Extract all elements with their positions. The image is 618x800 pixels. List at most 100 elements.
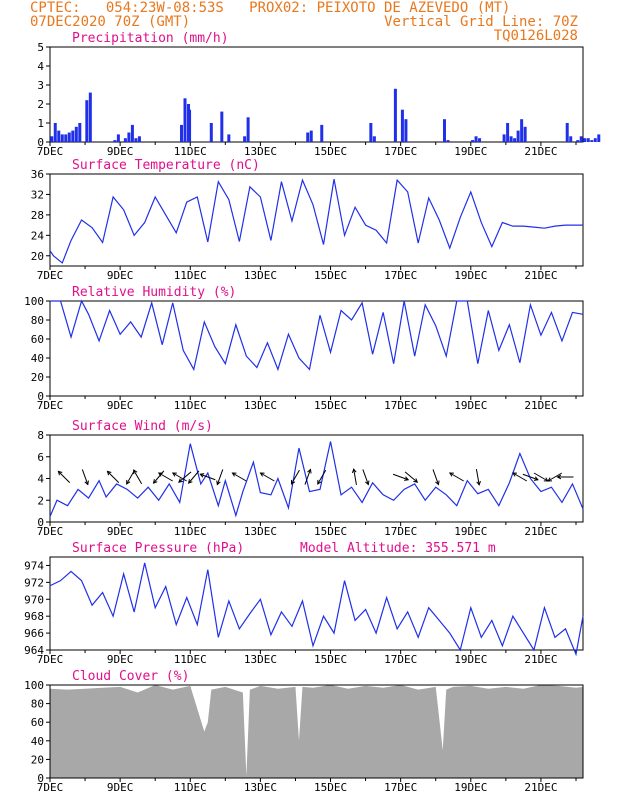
x-tick-label: 17DEC — [384, 525, 417, 538]
precip-bar — [369, 123, 373, 142]
wind-arrow-shaft — [533, 472, 549, 482]
wind-arrow-head — [533, 476, 539, 481]
panel-title: Cloud Cover (%) — [72, 669, 189, 684]
precip-bar — [309, 130, 313, 142]
y-tick-label: 2 — [37, 494, 44, 507]
precip-bar — [78, 123, 82, 142]
panel-frame — [49, 46, 584, 143]
precip-bar — [246, 117, 250, 142]
wind-arrow-shaft — [232, 472, 247, 482]
y-tick-label: 20 — [31, 250, 44, 263]
y-tick-label: 3 — [37, 79, 44, 92]
x-tick-label: 7DEC — [37, 525, 64, 538]
y-tick-label: 0 — [37, 136, 44, 149]
x-tick-label: 21DEC — [524, 525, 557, 538]
precip-bar — [506, 123, 510, 142]
x-tick-label: 9DEC — [107, 145, 134, 158]
y-tick-label: 5 — [37, 41, 44, 54]
wind-arrow-head — [216, 480, 221, 486]
precip-bar — [306, 132, 310, 142]
y-tick-label: 28 — [31, 209, 44, 222]
precip-bar — [113, 140, 117, 142]
precip-bar — [516, 130, 520, 142]
precip-bar — [502, 134, 506, 142]
x-tick-label: 15DEC — [314, 399, 347, 412]
wind-arrow-shaft — [362, 469, 369, 485]
x-tick-label: 17DEC — [384, 269, 417, 282]
x-tick-label: 7DEC — [37, 781, 64, 794]
panel-1 — [46, 173, 584, 270]
wind-arrow-head — [178, 478, 183, 483]
wind-arrow-shaft — [304, 469, 311, 485]
y-tick-label: 24 — [31, 229, 45, 242]
wind-arrow-head — [133, 469, 138, 475]
wind-arrow-head — [231, 472, 237, 477]
x-tick-label: 17DEC — [384, 781, 417, 794]
precip-bar — [586, 138, 590, 142]
y-tick-label: 6 — [37, 451, 44, 464]
precip-bar — [188, 109, 192, 142]
wind-arrow-shaft — [260, 472, 275, 482]
y-tick-label: 80 — [31, 314, 44, 327]
wind-arrow-head — [152, 479, 158, 484]
precip-bar — [123, 138, 127, 142]
y-tick-label: 970 — [24, 593, 44, 606]
precip-bar — [400, 109, 404, 142]
y-tick-label: 100 — [24, 679, 44, 692]
y-tick-label: 964 — [24, 644, 44, 657]
x-tick-label: 21DEC — [524, 653, 557, 666]
wind-arrow-head — [317, 479, 322, 485]
x-tick-label: 19DEC — [454, 145, 487, 158]
wind-arrow-shaft — [158, 472, 173, 482]
x-tick-label: 7DEC — [37, 399, 64, 412]
precip-bar — [509, 136, 513, 142]
precip-bar — [569, 136, 573, 142]
precip-bar — [179, 124, 183, 142]
header-line2-right: Vertical Grid Line: 70Z — [384, 14, 578, 30]
precip-bar — [88, 92, 92, 142]
wind-arrow-shaft — [58, 470, 71, 484]
precip-bar — [474, 136, 478, 142]
x-tick-label: 21DEC — [524, 269, 557, 282]
y-tick-label: 20 — [31, 753, 44, 766]
panel-4 — [46, 556, 584, 657]
x-tick-label: 9DEC — [107, 525, 134, 538]
y-tick-label: 968 — [24, 610, 44, 623]
wind-arrow-shaft — [547, 472, 563, 482]
x-tick-label: 19DEC — [454, 781, 487, 794]
x-tick-label: 9DEC — [107, 653, 134, 666]
series-line — [49, 562, 584, 657]
x-tick-label: 13DEC — [244, 269, 277, 282]
y-tick-label: 100 — [24, 295, 44, 308]
y-tick-label: 974 — [24, 559, 44, 572]
y-tick-label: 32 — [31, 188, 44, 201]
y-tick-label: 2 — [37, 98, 44, 111]
precip-bar — [220, 111, 224, 142]
precip-bar — [60, 134, 64, 142]
precip-bar — [227, 134, 231, 142]
x-tick-label: 19DEC — [454, 653, 487, 666]
wind-arrow-head — [476, 480, 481, 486]
precip-bar — [523, 126, 527, 142]
precip-bar — [116, 134, 120, 142]
x-tick-label: 13DEC — [244, 399, 277, 412]
x-tick-label: 9DEC — [107, 781, 134, 794]
panel-title: Surface Pressure (hPa) — [72, 541, 244, 556]
wind-arrow-shaft — [172, 472, 187, 482]
wind-arrow-shaft — [522, 473, 539, 481]
wind-arrow-shaft — [449, 472, 464, 482]
x-tick-label: 9DEC — [107, 269, 134, 282]
x-tick-label: 7DEC — [37, 145, 64, 158]
wind-arrow-shaft — [200, 473, 216, 481]
x-tick-label: 15DEC — [314, 653, 347, 666]
wind-arrow-shaft — [81, 469, 89, 485]
precip-bar — [134, 138, 138, 142]
y-tick-label: 20 — [31, 371, 44, 384]
panel-title: Surface Wind (m/s) — [72, 419, 213, 434]
y-tick-label: 80 — [31, 698, 44, 711]
x-tick-label: 7DEC — [37, 653, 64, 666]
panel-3 — [46, 434, 584, 526]
x-tick-label: 19DEC — [454, 399, 487, 412]
precip-bar — [565, 123, 569, 142]
y-tick-label: 60 — [31, 333, 44, 346]
